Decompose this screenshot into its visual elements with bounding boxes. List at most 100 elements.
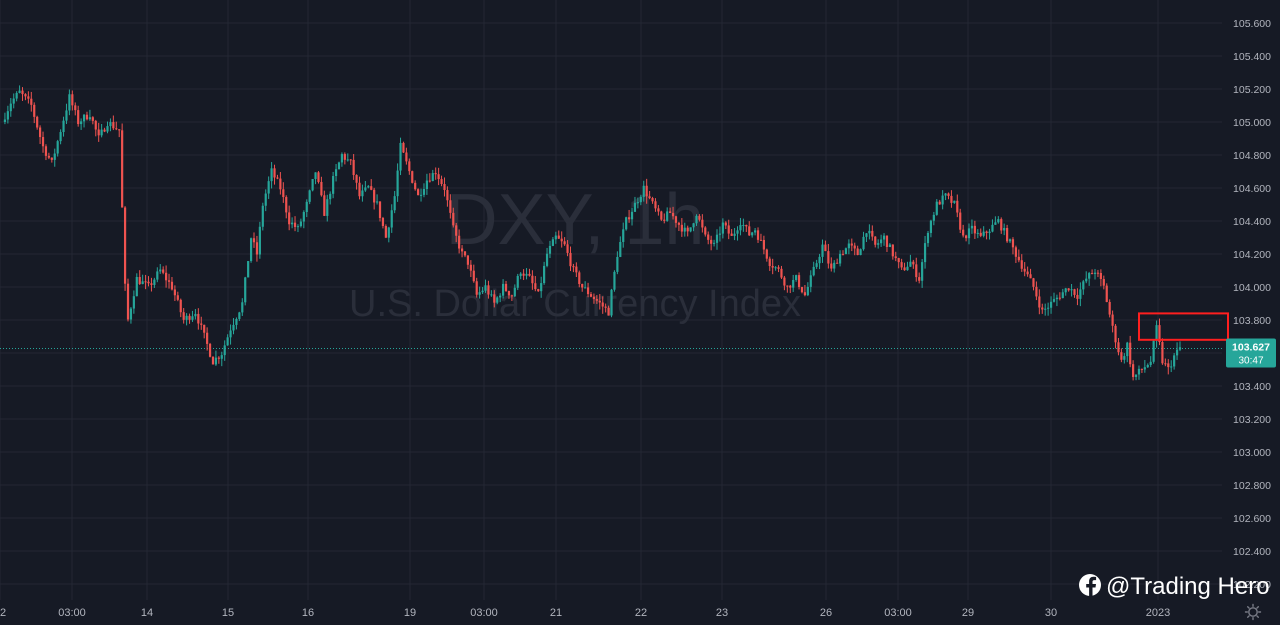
candle[interactable] <box>337 161 341 170</box>
candle[interactable] <box>698 214 701 222</box>
candle[interactable] <box>153 277 156 288</box>
candle[interactable] <box>1158 318 1161 346</box>
candle[interactable] <box>74 102 77 116</box>
candle[interactable] <box>715 229 719 250</box>
candle[interactable] <box>38 125 42 144</box>
price-axis[interactable]: 105.600 105.400 105.200 105.000 104.800 104.6… <box>1233 18 1271 591</box>
candle[interactable] <box>112 115 115 131</box>
candle[interactable] <box>759 233 763 241</box>
candle[interactable] <box>334 163 338 182</box>
candle[interactable] <box>1023 262 1026 277</box>
candle[interactable] <box>452 207 455 228</box>
candle[interactable] <box>730 229 733 236</box>
candle[interactable] <box>944 192 947 201</box>
candle[interactable] <box>686 225 689 237</box>
candle[interactable] <box>1102 275 1105 290</box>
candle[interactable] <box>478 286 481 299</box>
candle[interactable] <box>844 247 848 255</box>
candle[interactable] <box>830 257 833 272</box>
candle[interactable] <box>1146 363 1149 368</box>
candle[interactable] <box>472 264 475 283</box>
candle[interactable] <box>581 283 584 292</box>
candle[interactable] <box>422 183 426 198</box>
candle[interactable] <box>704 226 707 237</box>
candle[interactable] <box>595 295 598 304</box>
candle[interactable] <box>666 207 669 222</box>
candle[interactable] <box>645 178 648 204</box>
candle[interactable] <box>440 175 443 187</box>
candle[interactable] <box>510 294 513 301</box>
candle[interactable] <box>217 356 220 364</box>
candle[interactable] <box>871 225 874 241</box>
candle[interactable] <box>853 242 856 256</box>
candle[interactable] <box>27 91 30 104</box>
candle[interactable] <box>569 246 572 272</box>
candle[interactable] <box>680 218 683 237</box>
candle[interactable] <box>1061 288 1064 299</box>
candle[interactable] <box>449 194 452 219</box>
candle[interactable] <box>809 270 812 293</box>
candle[interactable] <box>1020 254 1023 272</box>
candle[interactable] <box>179 298 182 318</box>
candle[interactable] <box>537 288 540 292</box>
candle[interactable] <box>803 285 807 297</box>
candle[interactable] <box>1011 237 1015 255</box>
candle[interactable] <box>129 306 133 324</box>
candle[interactable] <box>982 226 985 238</box>
candle[interactable] <box>229 324 232 345</box>
candle[interactable] <box>660 210 663 221</box>
candle[interactable] <box>619 236 622 258</box>
candle[interactable] <box>847 239 850 255</box>
candle[interactable] <box>862 231 865 251</box>
candle[interactable] <box>557 230 560 240</box>
candle[interactable] <box>364 181 367 192</box>
candle[interactable] <box>988 228 991 240</box>
candle[interactable] <box>519 272 522 280</box>
candle[interactable] <box>1170 360 1173 373</box>
candle[interactable] <box>1073 288 1076 298</box>
candle[interactable] <box>1114 324 1117 349</box>
candle[interactable] <box>633 196 637 212</box>
candle[interactable] <box>865 233 868 242</box>
candle[interactable] <box>783 275 786 291</box>
candle[interactable] <box>203 324 206 339</box>
candle[interactable] <box>748 221 751 236</box>
candle[interactable] <box>1134 374 1138 381</box>
candle[interactable] <box>1096 269 1100 278</box>
candle[interactable] <box>885 235 889 252</box>
candle[interactable] <box>162 266 165 275</box>
candle[interactable] <box>824 240 827 252</box>
candle[interactable] <box>147 276 150 287</box>
candle[interactable] <box>1006 224 1009 243</box>
candle[interactable] <box>1152 339 1155 364</box>
candle[interactable] <box>789 284 792 294</box>
candle[interactable] <box>291 217 294 229</box>
candle[interactable] <box>736 226 739 241</box>
candle[interactable] <box>170 276 174 291</box>
candle[interactable] <box>1093 268 1097 280</box>
candle[interactable] <box>1058 292 1061 301</box>
candle[interactable] <box>1067 288 1070 292</box>
candle[interactable] <box>745 224 748 232</box>
candle[interactable] <box>967 223 971 245</box>
candle[interactable] <box>77 105 80 127</box>
candle[interactable] <box>751 231 754 238</box>
candle[interactable] <box>30 91 33 112</box>
candle[interactable] <box>891 244 894 260</box>
candle[interactable] <box>1140 368 1144 373</box>
candle[interactable] <box>1014 245 1018 264</box>
candle[interactable] <box>701 214 704 233</box>
candle[interactable] <box>97 122 100 142</box>
candle[interactable] <box>1044 303 1047 316</box>
candle[interactable] <box>238 311 241 322</box>
candle[interactable] <box>458 229 461 254</box>
candle[interactable] <box>288 205 291 231</box>
candle[interactable] <box>534 276 537 292</box>
candle[interactable] <box>200 316 203 330</box>
candle[interactable] <box>1108 299 1111 318</box>
candle[interactable] <box>156 267 159 283</box>
candle[interactable] <box>657 205 660 216</box>
candle[interactable] <box>82 113 86 128</box>
candle[interactable] <box>490 290 493 297</box>
candle[interactable] <box>692 222 695 232</box>
